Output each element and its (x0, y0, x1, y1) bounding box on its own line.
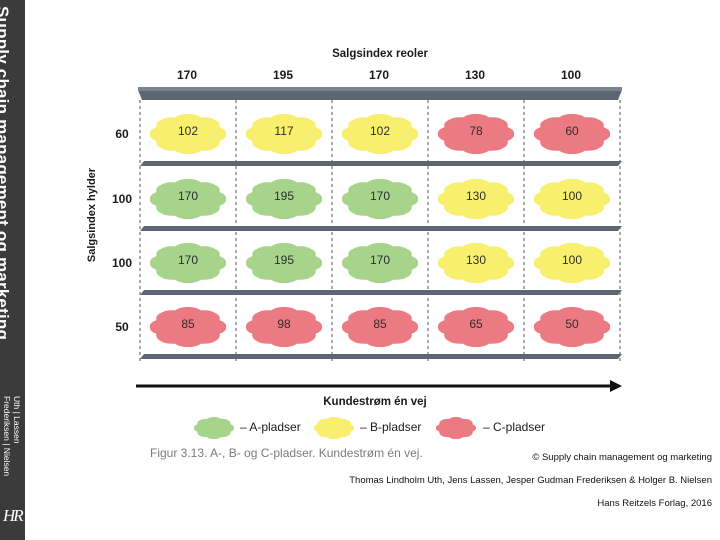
cell-b-blob (437, 178, 515, 220)
shelf-3 (140, 290, 622, 295)
cell-value: 85 (181, 317, 195, 331)
shelf-2 (140, 226, 622, 231)
cell-b-blob (341, 113, 419, 155)
cell-value: 130 (465, 253, 487, 267)
column-value-1: 170 (176, 68, 198, 82)
cell-b-blob (437, 242, 515, 284)
cell-b-blob (245, 113, 323, 155)
legend-b-blob (313, 416, 355, 440)
cell-c-blob (437, 113, 515, 155)
cell-a-blob (341, 178, 419, 220)
publisher-logo: HR (3, 506, 24, 525)
cell-c-blob (245, 306, 323, 348)
cell-a-blob (149, 242, 227, 284)
cell-a-blob (245, 242, 323, 284)
cell-value: 170 (177, 253, 199, 267)
customer-flow-label: Kundestrøm én vej (323, 396, 427, 408)
legend-a-blob (193, 416, 235, 440)
cell-a-blob (149, 178, 227, 220)
shelf-1 (140, 161, 622, 166)
cell-value: 98 (277, 317, 291, 331)
cell-value: 195 (273, 253, 295, 267)
cell-value: 170 (369, 189, 391, 203)
column-value-2: 195 (272, 68, 294, 82)
column-value-3: 170 (368, 68, 390, 82)
cell-a-blob (341, 242, 419, 284)
cell-value: 170 (177, 189, 199, 203)
legend-label-b: – B-pladser (360, 420, 422, 434)
cell-value: 65 (469, 317, 483, 331)
column-value-4: 130 (464, 68, 486, 82)
row-value-2: 100 (111, 192, 133, 206)
column-axis-title: Salgsindex reoler (332, 48, 428, 60)
top-shelf (138, 90, 622, 100)
cell-value: 102 (177, 124, 199, 138)
row-value-4: 50 (115, 320, 129, 334)
cell-a-blob (245, 178, 323, 220)
cell-value: 130 (465, 189, 487, 203)
cell-value: 117 (274, 124, 294, 138)
cell-value: 102 (369, 124, 391, 138)
cell-c-blob (533, 113, 611, 155)
shelf-4 (140, 354, 622, 359)
cell-b-blob (533, 242, 611, 284)
column-value-5: 100 (560, 68, 582, 82)
legend-label-a: – A-pladser (240, 420, 301, 434)
cell-c-blob (149, 306, 227, 348)
cell-value: 50 (565, 317, 579, 331)
copyright-line: © Supply chain management og marketing (532, 452, 712, 463)
row-axis-title: Salgsindex hylder (86, 167, 98, 263)
cell-c-blob (533, 306, 611, 348)
cell-value: 100 (561, 189, 583, 203)
publisher-line: Hans Reitzels Forlag, 2016 (597, 498, 712, 509)
legend-label-c: – C-pladser (483, 420, 546, 434)
cell-value: 195 (273, 189, 295, 203)
cell-b-blob (149, 113, 227, 155)
cell-value: 85 (373, 317, 387, 331)
cell-b-blob (533, 178, 611, 220)
row-value-3: 100 (111, 256, 133, 270)
cell-value: 78 (469, 124, 483, 138)
figure-caption: Figur 3.13. A-, B- og C-pladser. Kundest… (150, 446, 423, 460)
sidebar: Supply chain management og marketing Uth… (0, 0, 25, 540)
customer-flow-arrowhead (610, 380, 622, 392)
legend-c-blob (435, 416, 477, 440)
row-value-1: 60 (115, 127, 129, 141)
authors-line: Thomas Lindholm Uth, Jens Lassen, Jesper… (349, 475, 712, 486)
cell-value: 100 (561, 253, 583, 267)
cell-c-blob (341, 306, 419, 348)
cell-value: 170 (369, 253, 391, 267)
cell-value: 60 (565, 124, 579, 138)
cell-c-blob (437, 306, 515, 348)
top-shelf-edge (138, 87, 622, 91)
